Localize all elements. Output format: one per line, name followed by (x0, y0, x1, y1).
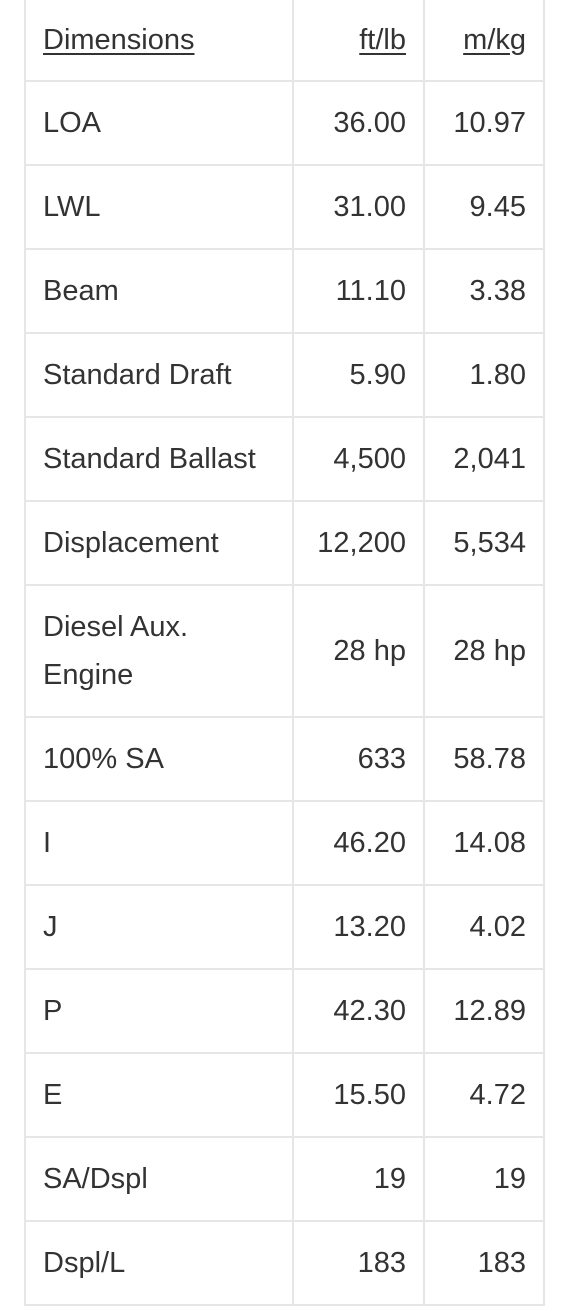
table-row: Standard Ballast 4,500 2,041 (24, 416, 545, 502)
value-m-kg: 5,534 (423, 500, 545, 586)
table-row: 100% SA 633 58.78 (24, 716, 545, 802)
row-label: Beam (24, 248, 294, 334)
value-m-kg: 4.02 (423, 884, 545, 970)
row-label: J (24, 884, 294, 970)
value-m-kg: 183 (423, 1220, 545, 1306)
row-label: Standard Draft (24, 332, 294, 418)
value-m-kg: 10.97 (423, 80, 545, 166)
table-header-row: Dimensions ft/lb m/kg (24, 0, 545, 82)
table-row: J 13.20 4.02 (24, 884, 545, 970)
value-m-kg: 9.45 (423, 164, 545, 250)
value-ft-lb: 13.20 (292, 884, 425, 970)
table-row: Beam 11.10 3.38 (24, 248, 545, 334)
value-ft-lb: 4,500 (292, 416, 425, 502)
value-m-kg: 3.38 (423, 248, 545, 334)
row-label: Standard Ballast (24, 416, 294, 502)
value-m-kg: 14.08 (423, 800, 545, 886)
value-m-kg: 2,041 (423, 416, 545, 502)
table-row: P 42.30 12.89 (24, 968, 545, 1054)
value-m-kg: 58.78 (423, 716, 545, 802)
row-label: SA/Dspl (24, 1136, 294, 1222)
row-label: I (24, 800, 294, 886)
table-row: LOA 36.00 10.97 (24, 80, 545, 166)
row-label: Diesel Aux. Engine (24, 584, 294, 718)
value-ft-lb: 5.90 (292, 332, 425, 418)
value-ft-lb: 36.00 (292, 80, 425, 166)
row-label: E (24, 1052, 294, 1138)
row-label: LWL (24, 164, 294, 250)
dimensions-table: Dimensions ft/lb m/kg LOA 36.00 10.97 LWL 31… (24, 0, 545, 1306)
table-row: LWL 31.00 9.45 (24, 164, 545, 250)
row-label: Dspl/L (24, 1220, 294, 1306)
table-row: Diesel Aux. Engine 28 hp 28 hp (24, 584, 545, 718)
value-ft-lb: 633 (292, 716, 425, 802)
value-ft-lb: 28 hp (292, 584, 425, 718)
value-ft-lb: 183 (292, 1220, 425, 1306)
table-row: Standard Draft 5.90 1.80 (24, 332, 545, 418)
dimensions-table-container: Dimensions ft/lb m/kg LOA 36.00 10.97 LWL 31… (24, 0, 545, 1306)
table-row: SA/Dspl 19 19 (24, 1136, 545, 1222)
value-ft-lb: 31.00 (292, 164, 425, 250)
value-ft-lb: 15.50 (292, 1052, 425, 1138)
value-ft-lb: 42.30 (292, 968, 425, 1054)
row-label: 100% SA (24, 716, 294, 802)
header-m-kg: m/kg (423, 0, 545, 82)
table-row: Dspl/L 183 183 (24, 1220, 545, 1306)
value-m-kg: 12.89 (423, 968, 545, 1054)
header-dimensions: Dimensions (24, 0, 294, 82)
header-ft-lb: ft/lb (292, 0, 425, 82)
value-m-kg: 19 (423, 1136, 545, 1222)
row-label: Displacement (24, 500, 294, 586)
row-label: LOA (24, 80, 294, 166)
value-ft-lb: 46.20 (292, 800, 425, 886)
value-m-kg: 4.72 (423, 1052, 545, 1138)
value-m-kg: 1.80 (423, 332, 545, 418)
table-row: I 46.20 14.08 (24, 800, 545, 886)
row-label: P (24, 968, 294, 1054)
table-row: Displacement 12,200 5,534 (24, 500, 545, 586)
value-m-kg: 28 hp (423, 584, 545, 718)
table-row: E 15.50 4.72 (24, 1052, 545, 1138)
value-ft-lb: 19 (292, 1136, 425, 1222)
value-ft-lb: 11.10 (292, 248, 425, 334)
value-ft-lb: 12,200 (292, 500, 425, 586)
